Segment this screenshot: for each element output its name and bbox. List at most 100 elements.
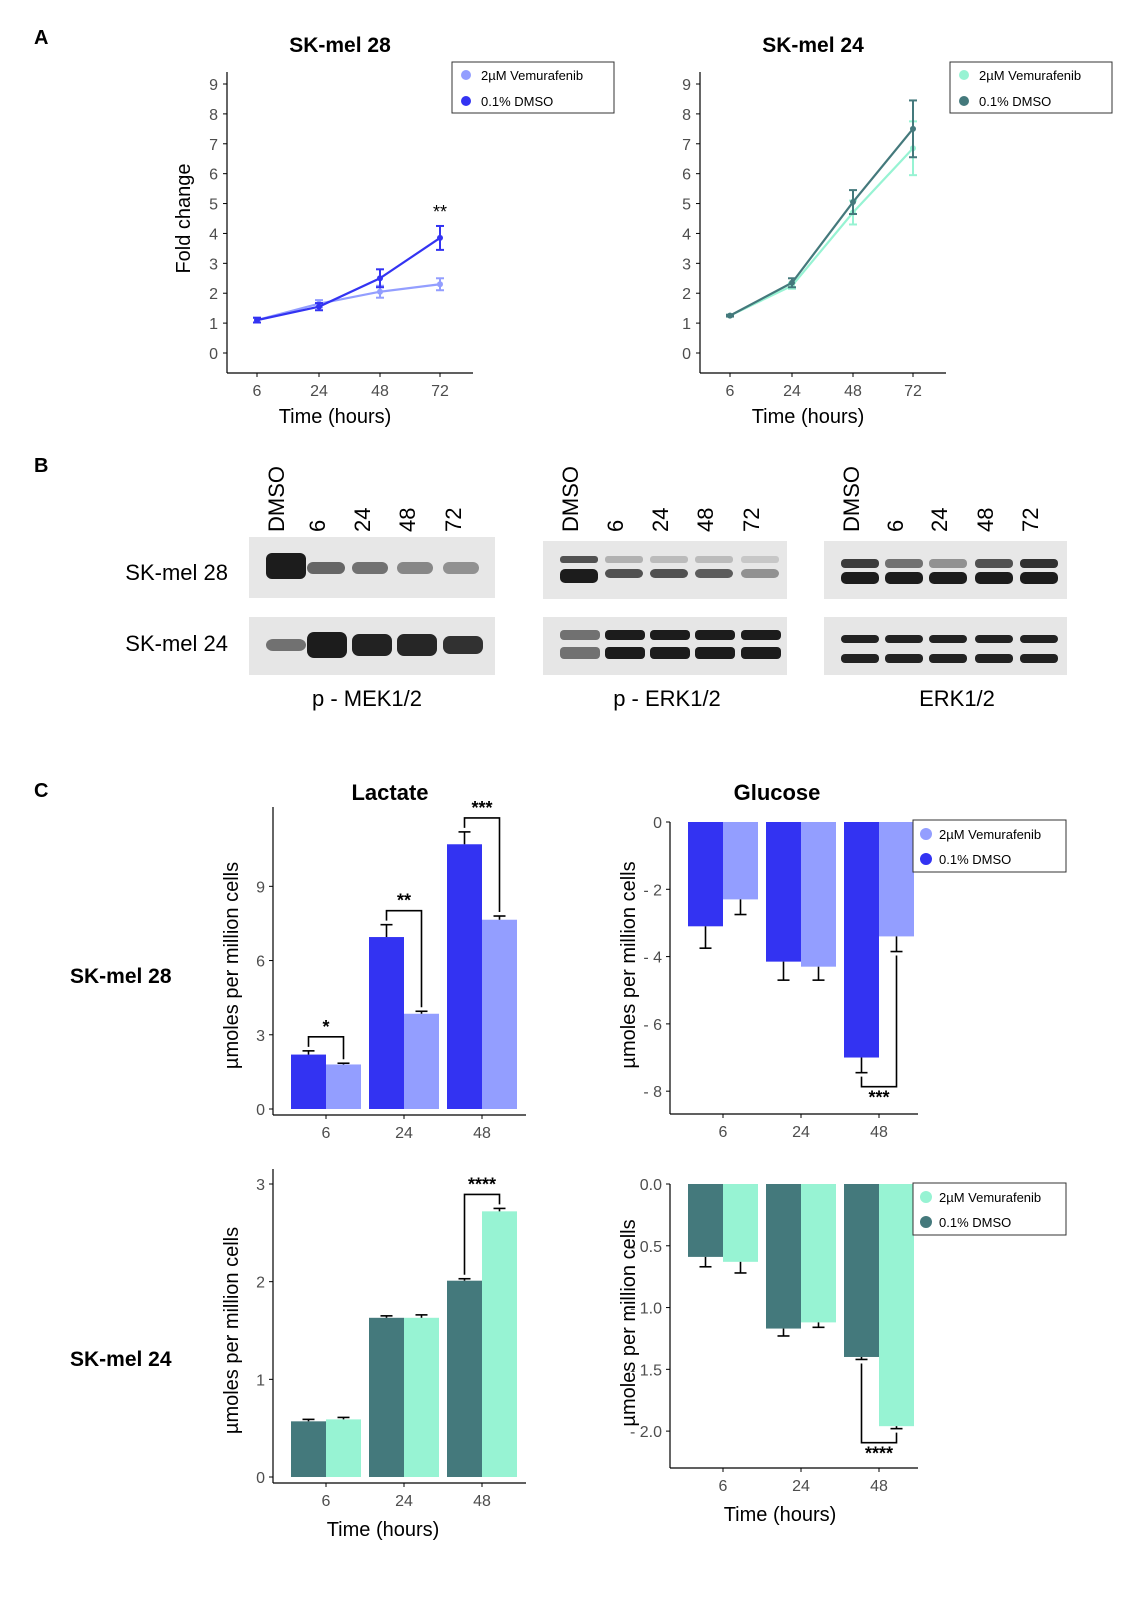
bar [766, 822, 801, 962]
lactate-chart-sk-mel-24: 0 1 2 3 6 24 48 µmoles per million cells Time (h… [221, 1169, 526, 1541]
significance-bracket [860, 955, 898, 1088]
blot-band [929, 654, 967, 663]
blot-band [443, 636, 483, 654]
y-tick-label: 1 [682, 316, 691, 333]
x-axis-title: Time (hours) [752, 406, 865, 428]
y-tick-label: - 4 [643, 950, 662, 967]
lane-label: 24 [927, 508, 952, 532]
blot-band [885, 572, 923, 584]
y-tick-label: - 1.0 [630, 1301, 662, 1318]
legend-key [959, 96, 969, 106]
bar [879, 822, 914, 937]
blot-band [885, 635, 923, 643]
legend-box [949, 61, 1113, 114]
x-tick-label: 6 [726, 383, 735, 400]
legend-box [912, 819, 1067, 873]
x-tick-label: 6 [719, 1478, 728, 1495]
y-tick-label: 9 [256, 879, 265, 896]
data-point [437, 281, 443, 288]
glucose-title: Glucose [734, 780, 821, 805]
y-tick-label: 5 [682, 197, 691, 214]
data-point [254, 317, 260, 324]
bar [723, 1184, 758, 1262]
x-axis-title: Time (hours) [327, 1519, 440, 1541]
bar [879, 1184, 914, 1427]
glucose-chart-sk-mel-24: 0.0 - 0.5 - 1.0 - 1.5 - 2.0 6 24 48 µmoles per m… [618, 1177, 1067, 1526]
blot-band [741, 569, 779, 578]
panel-letter-c: C [34, 780, 48, 802]
y-tick-label: 6 [256, 954, 265, 971]
significance-bracket [463, 1193, 501, 1275]
y-tick-label: 6 [682, 167, 691, 184]
y-tick-label: 3 [682, 256, 691, 273]
bar [766, 1184, 801, 1329]
y-tick-label: 5 [209, 197, 218, 214]
bar [844, 1184, 879, 1357]
bar [801, 822, 836, 967]
y-tick-label: 2 [256, 1275, 265, 1292]
blot-band [307, 562, 345, 574]
y-tick-label: 6 [209, 167, 218, 184]
lane-label: 72 [739, 508, 764, 532]
blot-band [397, 634, 437, 656]
bar [404, 1317, 439, 1477]
y-tick-label: 4 [209, 226, 218, 243]
x-tick-label: 24 [310, 383, 328, 400]
protein-label: ERK1/2 [919, 686, 995, 711]
y-tick-label: 0 [653, 815, 662, 832]
y-tick-label: 1 [209, 316, 218, 333]
legend-box [912, 1182, 1067, 1236]
blot-band [841, 572, 879, 584]
legend-label: 0.1% DMSO [939, 852, 1011, 867]
blot-band [650, 569, 688, 578]
series-line [729, 128, 914, 317]
y-tick-label: - 2.0 [630, 1424, 662, 1441]
blot-band [307, 632, 347, 658]
x-tick-label: 6 [322, 1125, 331, 1142]
y-axis-title: µmoles per million cells [618, 861, 640, 1068]
blot-band [650, 556, 688, 563]
series-line [256, 283, 441, 322]
blot-band [605, 630, 645, 640]
significance-label: **** [865, 1444, 893, 1464]
y-axis-title: µmoles per million cells [618, 1219, 640, 1426]
glucose-chart-sk-mel-28: 0 - 2 - 4 - 6 - 8 6 24 48 µmoles per million cel… [618, 815, 1067, 1141]
legend-box [451, 61, 615, 114]
protein-label: p - MEK1/2 [312, 686, 422, 711]
y-tick-label: 0.0 [640, 1177, 662, 1194]
blot-band [397, 562, 433, 574]
y-axis-title: µmoles per million cells [221, 1227, 243, 1434]
bar [801, 1184, 836, 1323]
blot-band [266, 553, 306, 579]
bar [482, 919, 517, 1109]
blot-band [841, 635, 879, 643]
legend-key [920, 1216, 932, 1228]
legend-key [959, 70, 969, 80]
lane-label: 6 [305, 520, 330, 532]
data-point [727, 312, 733, 319]
legend-label: 0.1% DMSO [939, 1215, 1011, 1230]
blot-band [1020, 572, 1058, 584]
y-tick-label: 3 [256, 1028, 265, 1045]
lane-label: DMSO [264, 466, 289, 532]
blot-band [352, 562, 388, 574]
y-tick-label: 1 [256, 1372, 265, 1389]
blot-band [741, 556, 779, 563]
x-tick-label: 6 [322, 1493, 331, 1510]
x-tick-label: 48 [844, 383, 862, 400]
x-tick-label: 48 [371, 383, 389, 400]
legend-key [461, 96, 471, 106]
legend-key [461, 70, 471, 80]
legend-label: 0.1% DMSO [979, 94, 1051, 109]
data-point [850, 199, 856, 206]
bar [844, 822, 879, 1058]
lane-label: DMSO [558, 466, 583, 532]
bar [369, 937, 404, 1109]
blot-band [560, 569, 598, 583]
y-tick-label: 9 [682, 77, 691, 94]
blot-row-label: SK-mel 24 [125, 631, 228, 656]
blot-band [975, 654, 1013, 663]
blot-band [605, 569, 643, 578]
x-tick-label: 24 [783, 383, 801, 400]
legend-label: 2µM Vemurafenib [939, 1190, 1041, 1205]
